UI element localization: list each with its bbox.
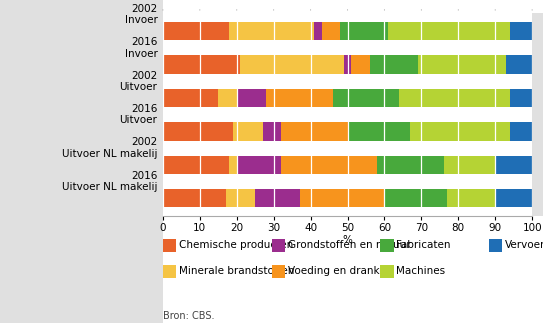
Bar	[411, 122, 510, 141]
Bar	[510, 89, 532, 107]
Text: 2016
Uitvoer NL makelij: 2016 Uitvoer NL makelij	[62, 171, 157, 192]
Bar	[229, 22, 314, 40]
Bar	[399, 89, 510, 107]
Text: Bron: CBS.: Bron: CBS.	[163, 311, 214, 321]
Bar	[300, 189, 384, 207]
Bar	[163, 189, 226, 207]
Bar	[377, 156, 444, 174]
Bar	[388, 22, 510, 40]
Text: Voeding en dranken: Voeding en dranken	[288, 266, 392, 276]
Bar	[233, 122, 263, 141]
Bar	[281, 156, 377, 174]
Bar	[314, 22, 321, 40]
Bar	[418, 56, 506, 74]
Text: 2016
Uitvoer: 2016 Uitvoer	[119, 104, 157, 125]
Bar	[506, 56, 532, 74]
Text: Grondstoffen en natuur: Grondstoffen en natuur	[288, 241, 411, 250]
Bar	[241, 56, 344, 74]
X-axis label: %: %	[343, 235, 352, 245]
Bar	[384, 189, 447, 207]
Bar	[163, 122, 233, 141]
Bar	[344, 56, 351, 74]
Text: Minerale brandstoffen: Minerale brandstoffen	[179, 266, 294, 276]
Bar	[237, 89, 266, 107]
Bar	[263, 122, 281, 141]
Bar	[340, 22, 388, 40]
Bar	[226, 189, 255, 207]
Bar	[510, 22, 532, 40]
Bar	[333, 89, 399, 107]
Bar	[266, 89, 333, 107]
Text: 2016
Invoer: 2016 Invoer	[124, 37, 157, 59]
Text: Fabricaten: Fabricaten	[396, 241, 451, 250]
Bar	[229, 156, 237, 174]
Text: 2002
Uitvoer: 2002 Uitvoer	[119, 70, 157, 92]
Text: Machines: Machines	[396, 266, 445, 276]
Bar	[163, 13, 532, 216]
Bar	[351, 56, 370, 74]
Bar	[237, 156, 281, 174]
Bar	[218, 89, 237, 107]
Bar	[444, 156, 495, 174]
Bar	[255, 189, 300, 207]
Bar	[321, 22, 340, 40]
Bar	[281, 122, 348, 141]
Bar	[163, 22, 229, 40]
Bar	[163, 56, 241, 74]
Text: 2002
Invoer: 2002 Invoer	[124, 4, 157, 26]
Bar	[370, 56, 418, 74]
Bar	[348, 122, 411, 141]
Bar	[163, 89, 218, 107]
Bar	[510, 122, 532, 141]
Text: Chemische producten: Chemische producten	[179, 241, 293, 250]
Bar	[495, 156, 532, 174]
Bar	[447, 189, 495, 207]
Bar	[163, 156, 229, 174]
Bar	[495, 189, 532, 207]
Text: Vervoermaterieel: Vervoermaterieel	[505, 241, 543, 250]
Text: 2002
Uitvoer NL makelij: 2002 Uitvoer NL makelij	[62, 137, 157, 159]
